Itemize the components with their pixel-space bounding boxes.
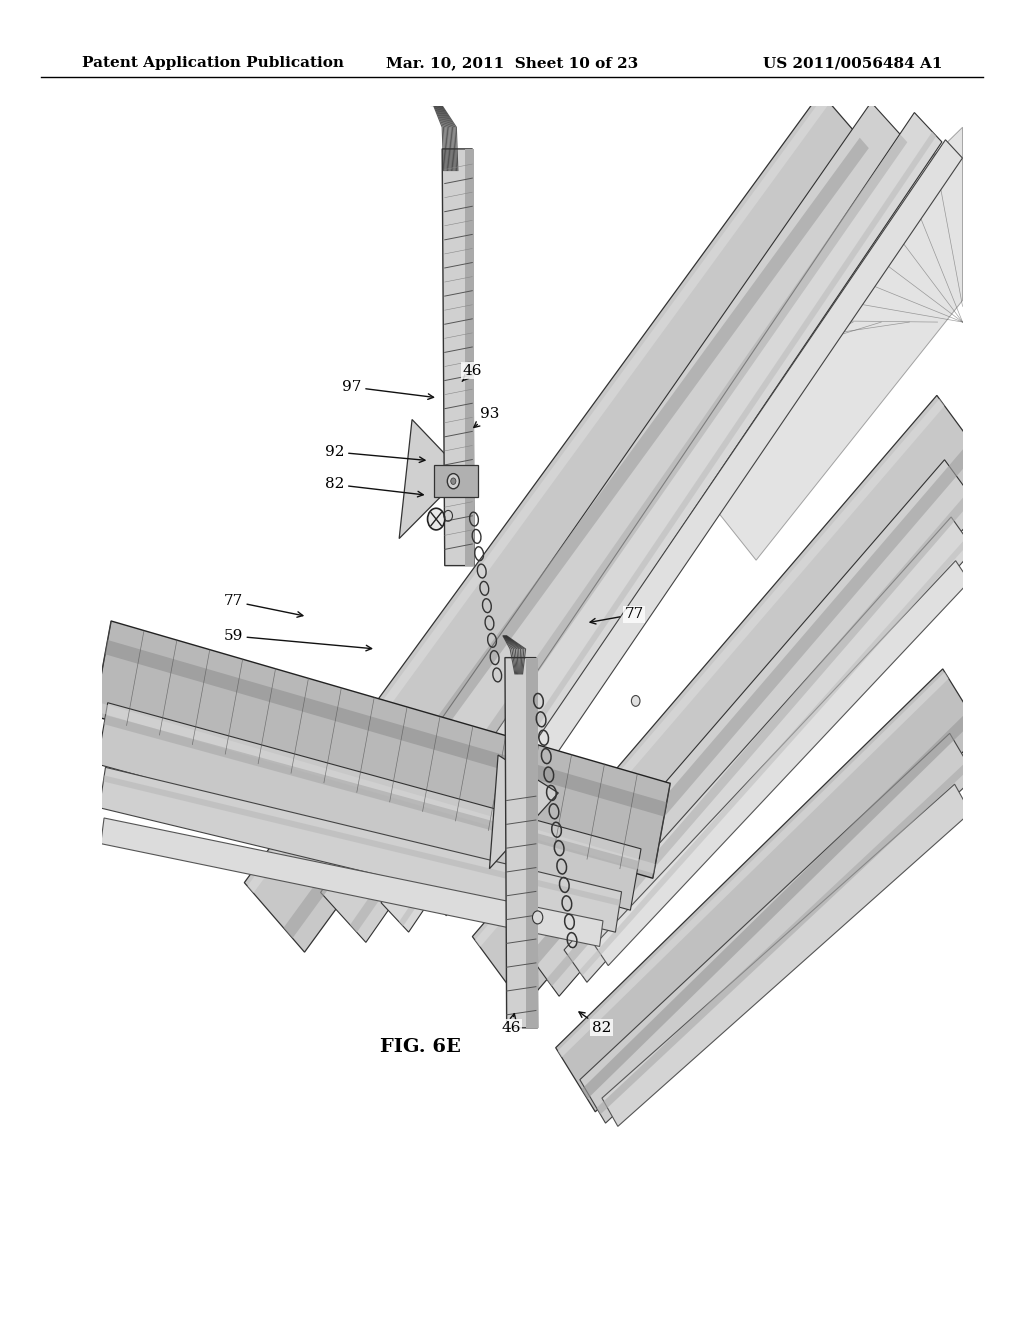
Text: 59: 59 — [223, 628, 372, 651]
Circle shape — [632, 696, 640, 706]
Text: 93: 93 — [474, 407, 499, 428]
Polygon shape — [475, 399, 944, 946]
Polygon shape — [594, 561, 970, 966]
Polygon shape — [248, 96, 829, 894]
Polygon shape — [350, 135, 907, 932]
Polygon shape — [472, 396, 988, 1006]
Polygon shape — [284, 137, 868, 939]
Polygon shape — [465, 149, 474, 566]
Polygon shape — [105, 640, 667, 817]
Text: 82: 82 — [579, 1012, 611, 1035]
Polygon shape — [564, 517, 974, 982]
Polygon shape — [94, 702, 655, 874]
Polygon shape — [245, 92, 881, 952]
Text: FIG. 6E: FIG. 6E — [380, 1039, 461, 1056]
Circle shape — [451, 478, 456, 484]
Text: 46: 46 — [462, 364, 482, 381]
Polygon shape — [597, 762, 971, 1114]
Bar — [433, 465, 478, 498]
Text: Patent Application Publication: Patent Application Publication — [82, 57, 344, 70]
Polygon shape — [99, 767, 622, 932]
Polygon shape — [321, 102, 916, 942]
Polygon shape — [582, 710, 975, 1100]
Polygon shape — [547, 492, 974, 986]
Text: 77: 77 — [590, 607, 644, 624]
Polygon shape — [523, 459, 981, 997]
Polygon shape — [442, 149, 474, 566]
Polygon shape — [580, 734, 976, 1123]
Polygon shape — [602, 784, 971, 1126]
Polygon shape — [579, 539, 970, 975]
Polygon shape — [104, 715, 639, 870]
Text: 77: 77 — [223, 594, 303, 618]
Polygon shape — [103, 775, 621, 906]
Polygon shape — [399, 420, 464, 539]
Polygon shape — [489, 755, 558, 869]
Text: US 2011/0056484 A1: US 2011/0056484 A1 — [763, 57, 942, 70]
Polygon shape — [94, 620, 670, 878]
Polygon shape — [526, 657, 538, 1028]
Text: 97: 97 — [342, 380, 433, 400]
Polygon shape — [505, 657, 538, 1028]
Circle shape — [447, 474, 460, 488]
Polygon shape — [653, 127, 963, 560]
Text: 82: 82 — [325, 478, 423, 496]
Text: Mar. 10, 2011  Sheet 10 of 23: Mar. 10, 2011 Sheet 10 of 23 — [386, 57, 638, 70]
Text: 92: 92 — [325, 445, 425, 462]
Circle shape — [428, 508, 444, 529]
Circle shape — [532, 911, 543, 924]
Polygon shape — [399, 132, 936, 927]
Polygon shape — [556, 669, 982, 1111]
Text: 46: 46 — [501, 1014, 521, 1035]
Polygon shape — [381, 112, 942, 932]
Polygon shape — [558, 672, 948, 1057]
Polygon shape — [100, 818, 603, 946]
Polygon shape — [429, 140, 963, 916]
Polygon shape — [97, 702, 641, 911]
Polygon shape — [506, 441, 978, 993]
